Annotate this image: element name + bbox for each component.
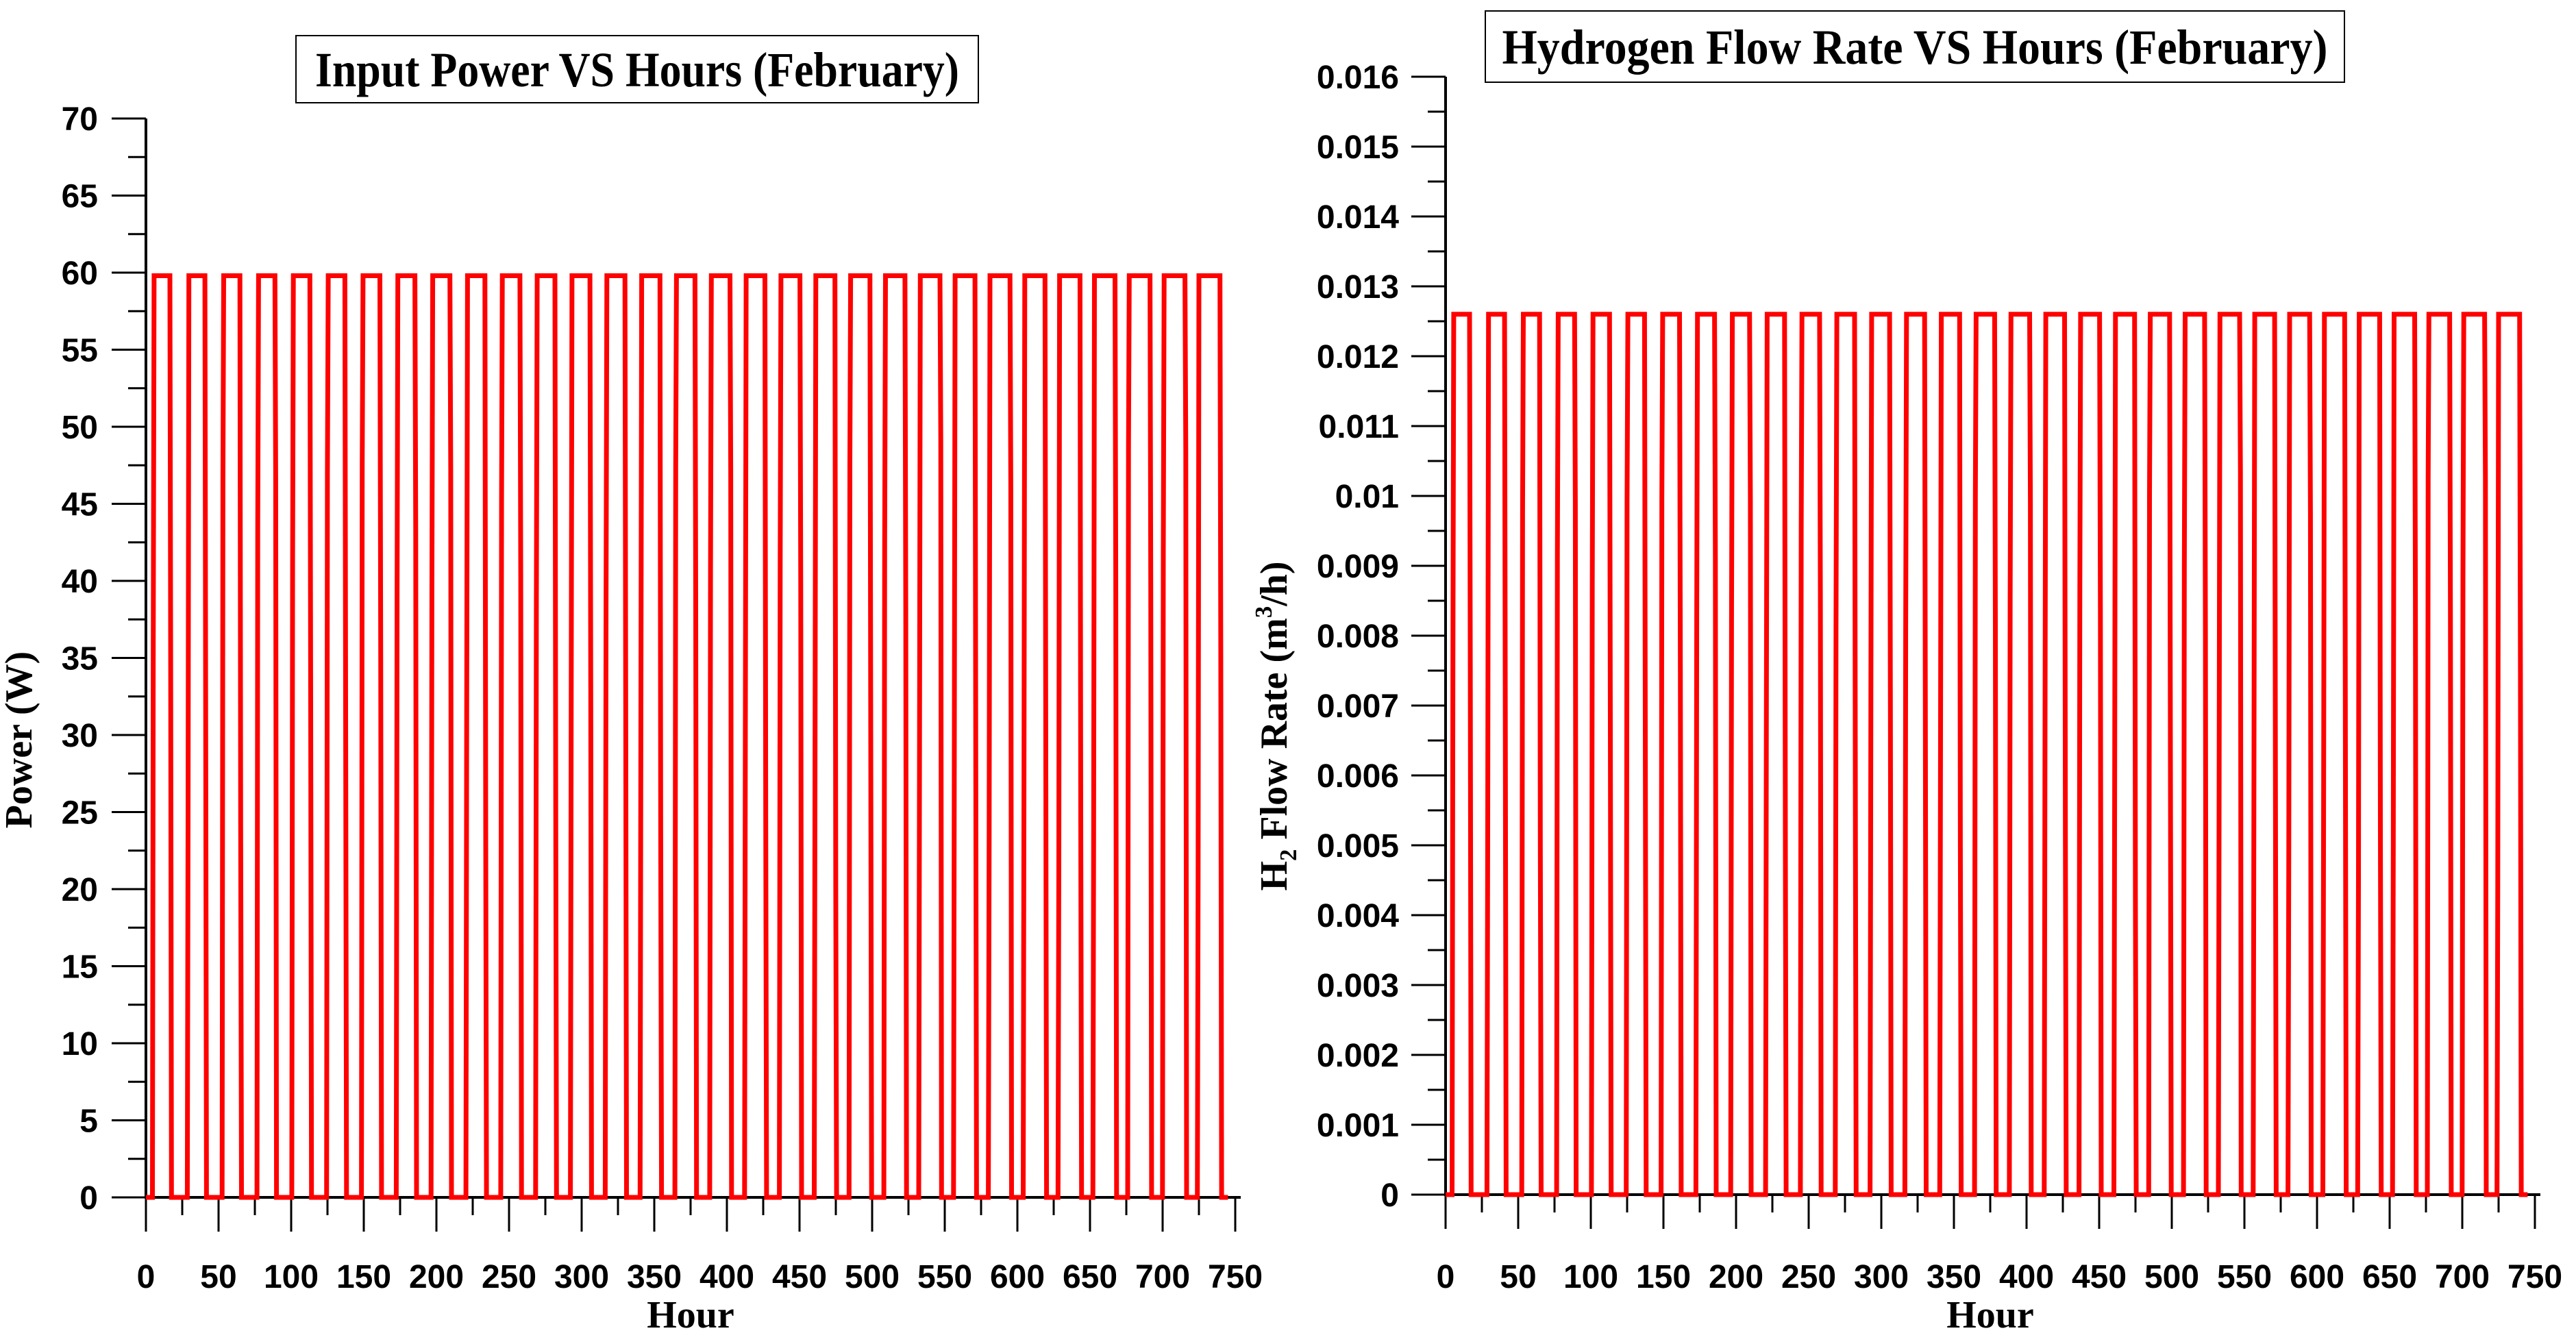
hydrogen-flow-rate-y-tick-label: 0.002 <box>1317 1038 1399 1074</box>
input-power-x-tick-labels: 0 50 100 150 200 250 300 350 400 450 500 550 600 650 7… <box>137 1259 1263 1295</box>
hydrogen-flow-rate-y-tick-label: 0.005 <box>1317 828 1399 864</box>
input-power-x-ticks <box>145 1197 1237 1232</box>
hydrogen-flow-rate-y-tick-label: 0.006 <box>1317 758 1399 795</box>
hydrogen-flow-y-ticks <box>1411 75 1446 1196</box>
hydrogen-flow-rate-y-tick-label: 0.013 <box>1317 269 1399 306</box>
hydrogen-flow-rate-x-tick-label: 600 <box>2290 1259 2344 1295</box>
hydrogen-flow-rate-y-tick-label: 0.001 <box>1317 1108 1399 1144</box>
hydrogen-flow-rate-y-tick-label: 0.011 <box>1319 409 1399 445</box>
input-power-title: Input Power VS Hours (February) <box>315 42 959 97</box>
input-power-x-tick-label: 650 <box>1063 1259 1117 1295</box>
input-power-y-tick-label: 20 <box>62 872 98 908</box>
input-power-y-tick-label: 55 <box>62 333 98 369</box>
input-power-x-tick-label: 500 <box>845 1259 900 1295</box>
input-power-x-tick-label: 700 <box>1135 1259 1190 1295</box>
hydrogen-flow-rate-x-tick-label: 500 <box>2144 1259 2199 1295</box>
hydrogen-flow-rate-x-tick-label: 550 <box>2217 1259 2272 1295</box>
hydrogen-flow-series-line <box>1446 312 2528 1197</box>
input-power-y-tick-label: 40 <box>62 564 98 600</box>
hydrogen-flow-title: Hydrogen Flow Rate VS Hours (February) <box>1502 20 2328 75</box>
hydrogen-flow-rate-y-tick-label: 0.009 <box>1317 549 1399 585</box>
hydrogen-flow-rate-y-tick-label: 0.003 <box>1317 968 1399 1004</box>
hydrogen-flow-rate-y-tick-label: 0.014 <box>1317 199 1399 236</box>
input-power-x-tick-label: 0 <box>137 1259 156 1295</box>
hydrogen-flow-x-tick-labels: 0 50 100 150 200 250 300 350 400 450 500 550 600 650 7… <box>1437 1259 2562 1295</box>
input-power-x-tick-label: 50 <box>200 1259 236 1295</box>
hydrogen-flow-y-tick-labels: 0 0.001 0.002 0.003 0.004 0.005 0.006 0.007 0.00… <box>1317 60 1399 1214</box>
hydrogen-flow-x-ticks <box>1444 1195 2536 1229</box>
input-power-title-box <box>295 35 979 103</box>
hydrogen-flow-rate-x-tick-label: 200 <box>1709 1259 1763 1295</box>
hydrogen-flow-rate-x-tick-label: 300 <box>1854 1259 1909 1295</box>
hydrogen-flow-chart: Hydrogen Flow Rate VS Hours (February) 0… <box>1250 10 2562 1333</box>
input-power-y-tick-label: 0 <box>79 1180 98 1217</box>
hydrogen-flow-rate-y-tick-label: 0.007 <box>1317 688 1399 725</box>
hydrogen-flow-rate-y-tick-label: 0.012 <box>1317 339 1399 375</box>
input-power-x-tick-label: 200 <box>409 1259 464 1295</box>
input-power-x-tick-label: 300 <box>554 1259 609 1295</box>
input-power-x-tick-label: 450 <box>772 1259 827 1295</box>
hydrogen-flow-title-box <box>1485 10 2345 83</box>
input-power-chart: Input Power VS Hours (February) 0 50 100 15… <box>0 35 1263 1333</box>
input-power-y-tick-label: 35 <box>62 641 98 677</box>
hydrogen-flow-rate-x-tick-label: 100 <box>1563 1259 1618 1295</box>
hydrogen-flow-rate-y-tick-label: 0.01 <box>1335 479 1399 515</box>
input-power-x-tick-label: 750 <box>1208 1259 1263 1295</box>
input-power-y-tick-label: 70 <box>62 101 98 138</box>
input-power-y-tick-label: 5 <box>79 1104 98 1140</box>
hydrogen-flow-rate-x-tick-label: 650 <box>2362 1259 2417 1295</box>
input-power-x-tick-label: 400 <box>699 1259 754 1295</box>
input-power-y-axis-title: Power (W) <box>0 651 40 829</box>
hydrogen-flow-y-axis-title: H2 Flow Rate (m3/h) <box>1250 561 1302 890</box>
input-power-x-tick-label: 100 <box>264 1259 319 1295</box>
input-power-x-tick-label: 250 <box>482 1259 536 1295</box>
input-power-x-axis-title: Hour <box>647 1294 734 1333</box>
hydrogen-flow-rate-x-tick-label: 700 <box>2435 1259 2490 1295</box>
hydrogen-flow-rate-x-tick-label: 450 <box>2072 1259 2127 1295</box>
input-power-y-tick-label: 50 <box>62 410 98 446</box>
hydrogen-flow-rate-y-tick-label: 0.015 <box>1317 129 1399 166</box>
input-power-y-tick-label: 65 <box>62 179 98 215</box>
input-power-y-tick-label: 30 <box>62 718 98 754</box>
hydrogen-flow-x-axis-title: Hour <box>1946 1294 2034 1333</box>
input-power-y-tick-labels: 0 5 10 15 20 25 30 35 40 45 50 55 60 65 70 <box>62 101 98 1217</box>
hydrogen-flow-rate-y-tick-label: 0 <box>1380 1178 1399 1214</box>
input-power-x-tick-label: 150 <box>336 1259 391 1295</box>
hydrogen-flow-rate-x-tick-label: 350 <box>1927 1259 1981 1295</box>
input-power-y-tick-label: 25 <box>62 795 98 832</box>
input-power-y-ticks <box>112 117 146 1199</box>
hydrogen-flow-rate-x-tick-label: 750 <box>2507 1259 2562 1295</box>
input-power-y-tick-label: 15 <box>62 949 98 986</box>
input-power-x-tick-label: 550 <box>917 1259 972 1295</box>
input-power-x-tick-label: 350 <box>627 1259 682 1295</box>
hydrogen-flow-rate-y-tick-label: 0.008 <box>1317 619 1399 655</box>
input-power-y-tick-label: 60 <box>62 256 98 292</box>
hydrogen-flow-rate-x-tick-label: 0 <box>1437 1259 1455 1295</box>
hydrogen-flow-rate-x-tick-label: 250 <box>1781 1259 1836 1295</box>
hydrogen-flow-rate-x-tick-label: 50 <box>1500 1259 1536 1295</box>
hydrogen-flow-rate-x-tick-label: 150 <box>1636 1259 1691 1295</box>
input-power-y-tick-label: 45 <box>62 487 98 523</box>
input-power-series-line <box>146 273 1228 1200</box>
hydrogen-flow-rate-y-tick-label: 0.004 <box>1317 898 1399 934</box>
hydrogen-flow-rate-y-tick-label: 0.016 <box>1317 60 1399 96</box>
input-power-y-tick-label: 10 <box>62 1026 98 1062</box>
input-power-x-tick-label: 600 <box>990 1259 1045 1295</box>
hydrogen-flow-rate-x-tick-label: 400 <box>1999 1259 2054 1295</box>
